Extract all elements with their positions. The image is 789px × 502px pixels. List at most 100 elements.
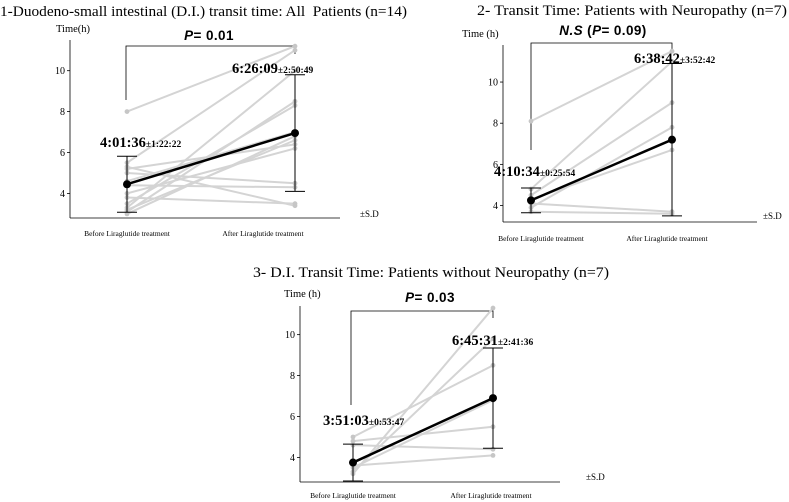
mean-label-before: 4:01:36±1:22:22 <box>100 135 181 151</box>
y-tick-label: 4 <box>60 189 65 200</box>
patient-line <box>126 104 296 205</box>
patient-line <box>126 143 296 170</box>
significance-label: N.S (P= 0.09) <box>559 23 646 38</box>
mean-point <box>489 394 497 403</box>
patient-point <box>292 68 298 74</box>
chart-title: 2- Transit Time: Patients with Neuropath… <box>477 3 787 19</box>
mean-sd-text: ±3:52:42 <box>680 56 716 66</box>
patient-line <box>352 444 494 451</box>
patient-line <box>126 165 296 207</box>
mean-point <box>349 458 357 467</box>
y-tick-label: 4 <box>290 453 295 464</box>
x-category-label-before: Before Liraglutide treatment <box>498 234 585 243</box>
patient-point <box>490 452 496 458</box>
patient-line <box>352 364 494 438</box>
patient-line <box>530 50 673 123</box>
significance-value: = 0.09) <box>601 23 646 38</box>
patient-point <box>490 305 496 311</box>
patient-point <box>292 43 298 49</box>
plot-area: 4 6 8 10 <box>285 305 560 483</box>
y-tick-label: 10 <box>55 66 65 77</box>
significance-p-symbol: P <box>184 28 194 43</box>
patient-point <box>292 47 298 53</box>
y-tick-label: 4 <box>493 201 498 212</box>
mean-value-text: 6:26:09 <box>232 61 278 77</box>
panel-all-patients: 4 6 8 10 1-Duodeno-small intestinal (D.I.) … <box>0 4 407 238</box>
patient-line <box>530 126 673 209</box>
error-bar-note: ±S.D <box>586 472 605 482</box>
mean-sd-text: ±2:50:49 <box>278 66 314 76</box>
mean-line <box>352 396 494 464</box>
mean-label-after: 6:26:09±2:50:49 <box>232 61 313 77</box>
mean-label-before: 3:51:03±0:53:47 <box>323 413 404 429</box>
significance-bracket <box>350 310 494 405</box>
x-category-label-after: After Liraglutide treatment <box>450 491 532 500</box>
mean-label-after: 6:45:31±2:41:36 <box>452 333 533 349</box>
mean-point <box>123 180 131 189</box>
mean-label-before: 4:10:34±0:25:54 <box>494 164 575 180</box>
y-tick-label: 10 <box>488 78 498 89</box>
error-bar-note: ±S.D <box>360 209 379 219</box>
patient-point <box>350 434 356 440</box>
mean-point <box>668 135 676 144</box>
mean-point <box>291 129 299 138</box>
y-tick-label: 8 <box>493 119 498 130</box>
significance-value: = 0.01 <box>194 28 234 43</box>
patient-line <box>352 454 494 467</box>
patient-point <box>124 109 130 115</box>
patient-point <box>350 438 356 444</box>
significance-p-symbol: P <box>405 290 415 305</box>
mean-sd-text: ±0:25:54 <box>540 169 576 179</box>
mean-sd-text: ±1:22:22 <box>146 140 182 150</box>
panel-with-neuropathy: 4 6 8 10 2- Transit Time: Patients with Neu… <box>462 3 787 243</box>
mean-sd-text: ±2:41:36 <box>498 338 534 348</box>
significance-open-paren: ( <box>583 23 592 38</box>
mean-value-text: 6:45:31 <box>452 333 498 349</box>
patient-line <box>530 101 673 197</box>
y-tick-label: 6 <box>493 160 498 171</box>
patient-point <box>490 336 496 342</box>
x-category-label-before: Before Liraglutide treatment <box>310 491 397 500</box>
mean-value-text: 3:51:03 <box>323 413 369 429</box>
mean-value-text: 4:01:36 <box>100 135 146 151</box>
y-axis-label: Time (h) <box>462 29 499 40</box>
patient-point <box>669 48 675 54</box>
y-axis-label: Time(h) <box>56 24 91 35</box>
significance-value: = 0.03 <box>415 290 455 305</box>
y-axis-label: Time (h) <box>284 289 321 300</box>
error-bar-note: ±S.D <box>763 211 782 221</box>
patient-line <box>530 202 673 213</box>
patient-line <box>352 337 494 473</box>
y-tick-label: 10 <box>285 330 295 341</box>
mean-value-text: 4:10:34 <box>494 164 540 180</box>
mean-sd-text: ±0:53:47 <box>369 418 405 428</box>
significance-label: P= 0.01 <box>184 28 234 43</box>
y-tick-label: 8 <box>290 371 295 382</box>
mean-value-text: 6:38:42 <box>634 51 680 67</box>
chart-title: 1-Duodeno-small intestinal (D.I.) transi… <box>0 4 407 20</box>
significance-label: P= 0.03 <box>405 290 455 305</box>
mean-line <box>530 138 673 202</box>
patient-line <box>352 425 494 443</box>
patient-line <box>530 60 673 191</box>
mean-label-after: 6:38:42±3:52:42 <box>634 51 715 67</box>
y-tick-label: 8 <box>60 107 65 118</box>
patient-line <box>126 45 296 113</box>
patient-point <box>669 59 675 64</box>
x-category-label-after: After Liraglutide treatment <box>222 229 304 238</box>
x-category-label-before: Before Liraglutide treatment <box>84 229 171 238</box>
patient-point <box>292 203 298 209</box>
y-tick-label: 6 <box>290 412 295 423</box>
patient-line <box>126 196 296 205</box>
mean-point <box>527 196 535 205</box>
panel-without-neuropathy: 4 6 8 10 3- D.I. Transit Time: Patients wit… <box>253 265 609 500</box>
patient-line <box>126 49 296 164</box>
y-tick-label: 6 <box>60 148 65 159</box>
patient-point <box>528 118 534 124</box>
significance-bracket <box>530 42 673 150</box>
plot-area: 4 6 8 10 <box>488 42 757 223</box>
significance-p-symbol: P <box>592 23 602 38</box>
x-category-label-after: After Liraglutide treatment <box>626 234 708 243</box>
